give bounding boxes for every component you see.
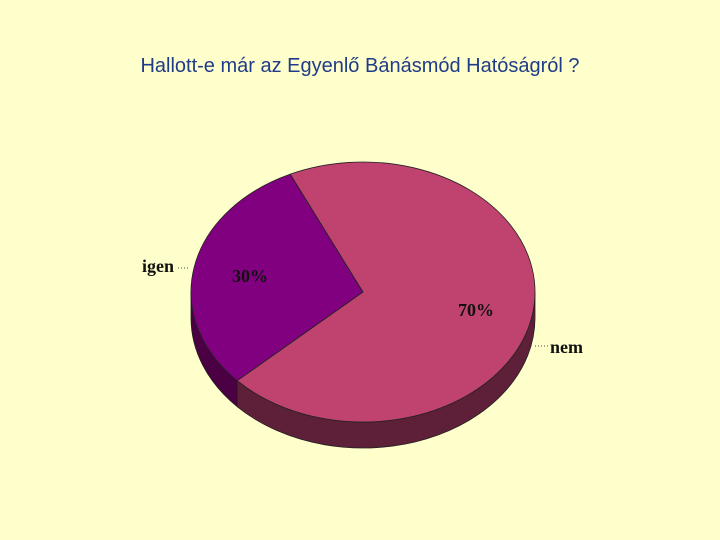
data-label-nem: 70% [458,300,494,320]
category-label-nem: nem [550,337,583,357]
pie-slice-igen [190,173,364,382]
category-label-igen: igen [142,256,174,276]
chart-title: Hallott-e már az Egyenlő Bánásmód Hatósá… [140,55,580,77]
pie-slice-nem [236,161,536,423]
data-label-igen: 30% [232,266,268,286]
